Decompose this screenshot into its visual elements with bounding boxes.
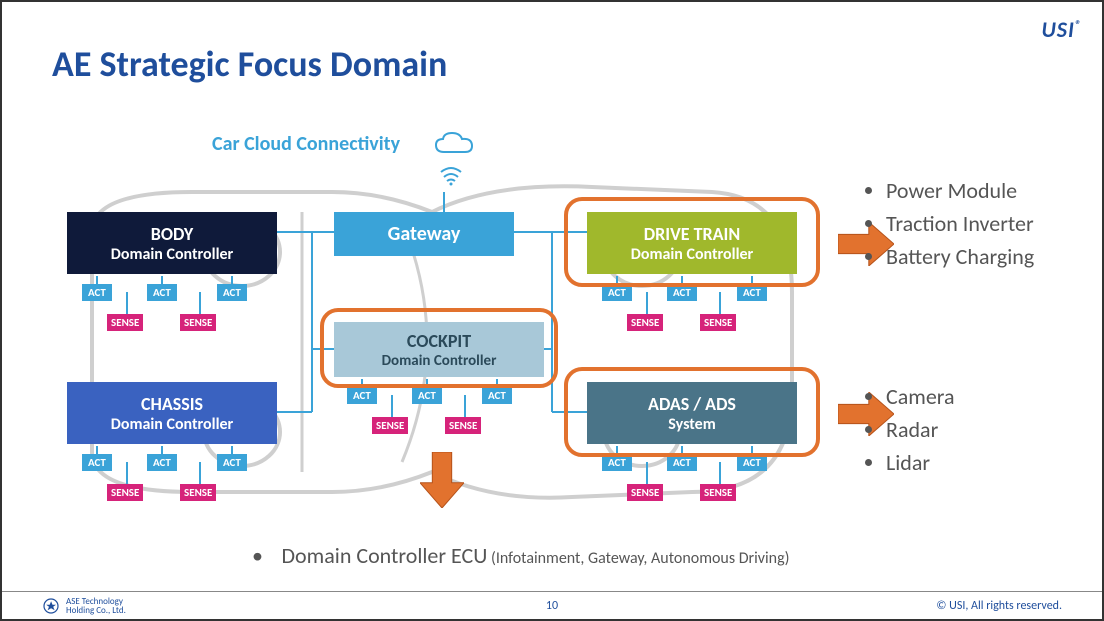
cockpit-sub: Domain Controller (382, 352, 497, 370)
act-tag: ACT (147, 454, 177, 471)
footer: ASE Technology Holding Co., Ltd. 10 © US… (2, 591, 1102, 619)
bullet-item: Camera (886, 380, 955, 413)
bullet-item: Power Module (886, 174, 1034, 207)
logo-text: USI (1041, 16, 1074, 43)
act-tag: ACT (147, 284, 177, 301)
bottom-bullet-paren: (Infotainment, Gateway, Autonomous Drivi… (491, 549, 790, 568)
act-tag: ACT (737, 454, 767, 471)
sense-tag: SENSE (627, 484, 663, 501)
adas-box: ADAS / ADSSystem (587, 382, 797, 444)
chassis-box: CHASSISDomain Controller (67, 382, 277, 444)
act-tag: ACT (217, 284, 247, 301)
body-title: BODY (151, 223, 193, 245)
sense-tag: SENSE (372, 417, 408, 434)
ase-line2: Holding Co., Ltd. (66, 606, 126, 615)
act-tag: ACT (737, 284, 767, 301)
sense-tag: SENSE (107, 484, 143, 501)
bottom-bullet: • Domain Controller ECU (Infotainment, G… (252, 542, 789, 569)
adas-sub: System (668, 415, 715, 434)
sense-tag: SENSE (700, 484, 736, 501)
act-tag: ACT (602, 454, 632, 471)
act-tag: ACT (217, 454, 247, 471)
reg-mark: ® (1075, 19, 1082, 33)
drivetrain-box: DRIVE TRAINDomain Controller (587, 212, 797, 274)
act-tag: ACT (82, 284, 112, 301)
act-tag: ACT (82, 454, 112, 471)
sense-tag: SENSE (627, 314, 663, 331)
body-sub: Domain Controller (111, 245, 233, 264)
sense-tag: SENSE (445, 417, 481, 434)
act-tag: ACT (602, 284, 632, 301)
cockpit-title: COCKPIT (407, 330, 471, 352)
architecture-diagram: Car Cloud Connectivity B (52, 132, 812, 532)
bullet-item: Lidar (886, 446, 955, 479)
page-title: AE Strategic Focus Domain (52, 42, 447, 86)
act-tag: ACT (412, 387, 442, 404)
slide: USI® AE Strategic Focus Domain Car Cloud… (0, 0, 1104, 621)
bullet-item: Radar (886, 413, 955, 446)
act-tag: ACT (667, 284, 697, 301)
page-number: 10 (546, 599, 558, 613)
bullet-item: Battery Charging (886, 240, 1034, 273)
cockpit-box: COCKPITDomain Controller (334, 322, 544, 377)
bullet-item: Traction Inverter (886, 207, 1034, 240)
drivetrain-title: DRIVE TRAIN (644, 223, 740, 245)
copyright: © USI, All rights reserved. (936, 599, 1062, 613)
chassis-sub: Domain Controller (111, 415, 233, 434)
sense-tag: SENSE (700, 314, 736, 331)
body-box: BODYDomain Controller (67, 212, 277, 274)
logo-usi: USI® (1041, 16, 1082, 43)
bullet-list: Power ModuleTraction InverterBattery Cha… (864, 174, 1034, 273)
ase-logo: ASE Technology Holding Co., Ltd. (42, 597, 126, 615)
sense-tag: SENSE (107, 314, 143, 331)
adas-title: ADAS / ADS (648, 393, 736, 415)
bullet-list: CameraRadarLidar (864, 380, 955, 479)
gateway-box: Gateway (334, 212, 514, 256)
drivetrain-sub: Domain Controller (631, 245, 753, 264)
chassis-title: CHASSIS (141, 393, 203, 415)
act-tag: ACT (482, 387, 512, 404)
act-tag: ACT (347, 387, 377, 404)
gateway-title: Gateway (388, 222, 461, 246)
sense-tag: SENSE (180, 484, 216, 501)
sense-tag: SENSE (180, 314, 216, 331)
act-tag: ACT (667, 454, 697, 471)
bottom-bullet-main: Domain Controller ECU (282, 542, 488, 569)
